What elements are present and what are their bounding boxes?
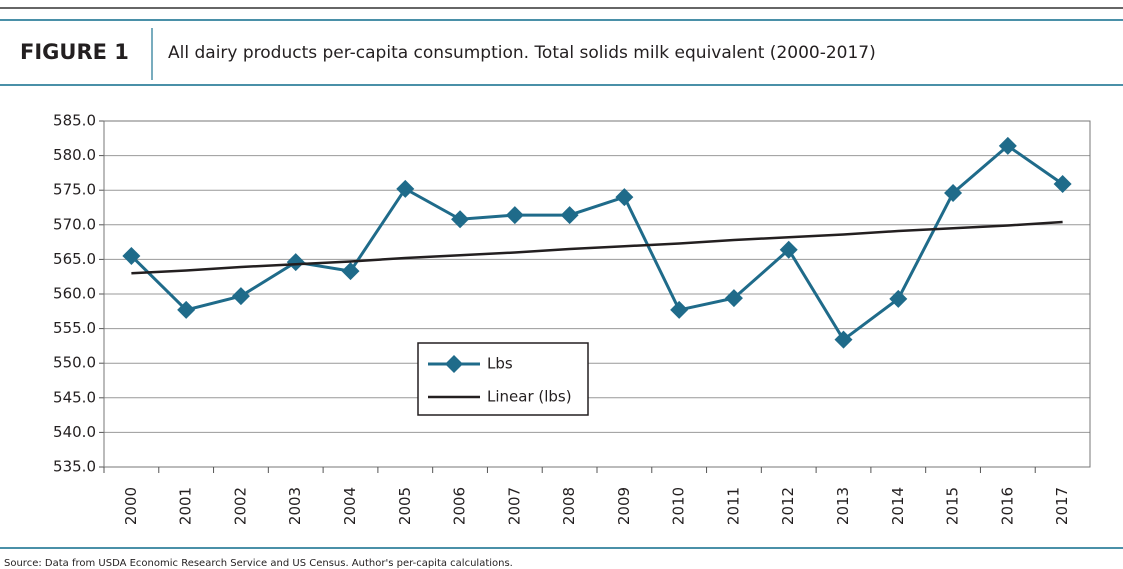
x-tick-label: 2005 <box>396 487 414 525</box>
x-tick-label: 2011 <box>724 487 742 525</box>
marker <box>341 262 360 281</box>
y-tick-label: 550.0 <box>53 354 96 372</box>
marker <box>834 330 853 349</box>
marker <box>122 246 141 265</box>
marker <box>451 210 470 229</box>
marker <box>286 253 305 272</box>
legend-box <box>417 342 589 416</box>
x-tick-label: 2007 <box>505 487 523 525</box>
x-tick-label: 2006 <box>451 487 469 525</box>
x-tick-label: 2004 <box>341 487 359 525</box>
marker <box>724 289 743 308</box>
marker <box>779 240 798 259</box>
y-tick-label: 580.0 <box>53 146 96 164</box>
x-tick-label: 2013 <box>834 487 852 525</box>
marker <box>560 206 579 225</box>
chart-title: All dairy products per-capita consumptio… <box>168 43 876 63</box>
x-tick-label: 2009 <box>615 487 633 525</box>
x-tick-label: 2001 <box>177 487 195 525</box>
x-tick-label: 2012 <box>779 487 797 525</box>
marker <box>396 179 415 198</box>
x-tick-label: 2017 <box>1053 487 1071 525</box>
source-note: Source: Data from USDA Economic Research… <box>4 558 513 569</box>
x-tick-label: 2002 <box>231 487 249 525</box>
x-tick-label: 2016 <box>998 487 1016 525</box>
legend-label: Linear (lbs) <box>487 388 572 406</box>
marker <box>944 183 963 202</box>
trend-line <box>131 220 1063 275</box>
x-tick-label: 2008 <box>560 487 578 525</box>
x-tick-label: 2000 <box>122 487 140 525</box>
legend-label: Lbs <box>487 355 513 373</box>
y-tick-label: 545.0 <box>53 388 96 406</box>
marker <box>1053 174 1072 193</box>
y-tick-label: 560.0 <box>53 285 96 303</box>
y-tick-label: 535.0 <box>53 458 96 476</box>
marker <box>889 289 908 308</box>
x-tick-label: 2015 <box>944 487 962 525</box>
y-tick-label: 575.0 <box>53 181 96 199</box>
marker <box>505 206 524 225</box>
y-tick-label: 585.0 <box>53 112 96 130</box>
legend-marker <box>445 355 463 373</box>
data-line <box>130 144 1064 342</box>
x-tick-label: 2014 <box>889 487 907 525</box>
x-tick-label: 2010 <box>670 487 688 525</box>
y-tick-label: 540.0 <box>53 423 96 441</box>
marker <box>231 287 250 306</box>
marker <box>615 188 634 207</box>
y-tick-label: 555.0 <box>53 319 96 337</box>
marker <box>998 136 1017 155</box>
x-tick-label: 2003 <box>286 487 304 525</box>
marker <box>177 300 196 319</box>
marker <box>670 300 689 319</box>
figure-label: FIGURE 1 <box>20 40 129 64</box>
y-tick-label: 570.0 <box>53 215 96 233</box>
y-tick-label: 565.0 <box>53 250 96 268</box>
